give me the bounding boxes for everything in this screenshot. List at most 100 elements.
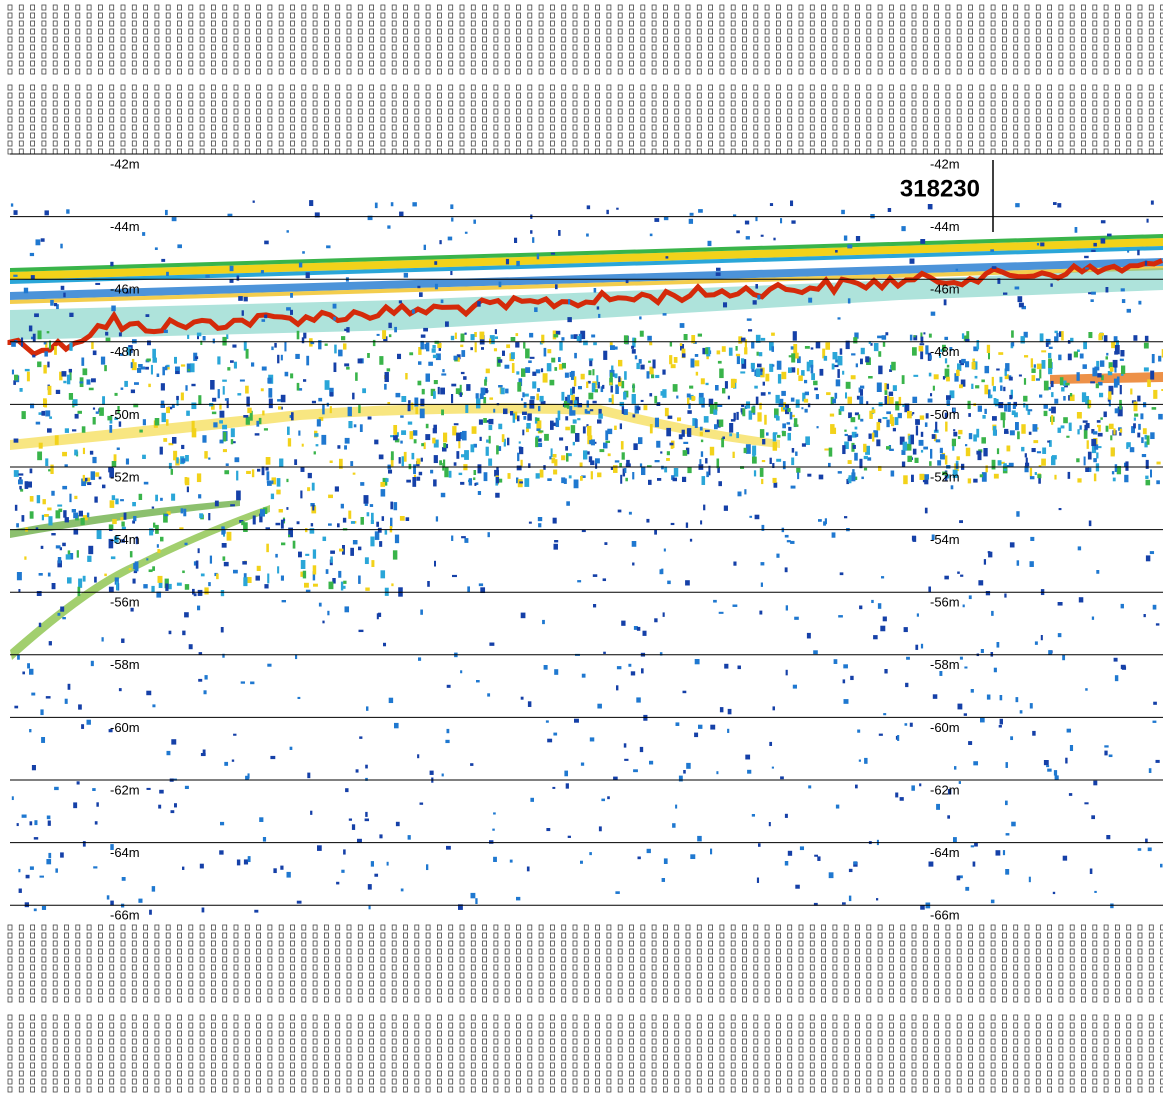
digit-glyph [911,132,917,139]
digit-glyph [1092,84,1098,91]
digit-glyph [120,68,126,75]
digit-glyph [256,1046,262,1053]
digit-glyph [527,92,533,99]
digit-glyph [448,1022,454,1029]
digit-glyph [459,1038,465,1045]
echo-speck [1092,431,1098,435]
digit-glyph [7,1054,13,1061]
digit-glyph [538,1014,544,1021]
digit-glyph [301,4,307,11]
digit-glyph [855,988,860,995]
digit-glyph [1058,36,1064,43]
digit-glyph [1047,964,1052,971]
digit-glyph [708,1078,713,1085]
digit-glyph [256,1014,262,1021]
digit-glyph [357,996,363,1003]
digit-glyph [210,36,216,43]
digit-glyph [968,964,973,971]
digit-glyph [86,100,92,107]
digit-glyph [459,124,465,131]
digit-glyph [685,932,691,939]
digit-glyph [233,60,239,67]
echo-speck [336,881,340,885]
digit-glyph [75,84,81,91]
digit-glyph [459,924,465,931]
echo-speck [351,824,356,830]
digit-glyph [538,124,544,131]
digit-glyph [696,1022,702,1029]
digit-glyph [391,108,397,115]
digit-glyph [244,132,250,139]
digit-glyph [1002,1014,1007,1021]
digit-glyph [730,1038,736,1045]
digit-glyph [1035,1078,1041,1085]
digit-glyph [493,1062,499,1069]
digit-glyph [516,964,521,971]
digit-glyph [708,60,713,67]
digit-glyph [595,36,600,43]
digit-glyph [990,1038,996,1045]
digit-glyph [177,124,182,131]
digit-glyph [1092,948,1098,955]
digit-glyph [696,84,702,91]
digit-glyph [504,60,510,67]
digit-glyph [843,980,849,987]
digit-glyph [98,932,103,939]
digit-glyph [640,20,646,27]
digit-glyph [538,148,544,155]
digit-glyph [120,1022,126,1029]
digit-glyph [866,132,872,139]
digit-glyph [369,1046,375,1053]
digit-glyph [459,956,465,963]
digit-glyph [809,1014,815,1021]
echo-speck [991,376,994,386]
digit-glyph [109,28,115,35]
digit-glyph [244,1054,250,1061]
digit-glyph [742,1022,747,1029]
digit-glyph [1002,20,1007,27]
echo-speck [1024,465,1029,473]
digit-glyph [75,12,81,19]
echo-speck [60,606,65,612]
digit-glyph [380,1054,386,1061]
digit-glyph [764,148,770,155]
digit-glyph [527,148,533,155]
digit-glyph [459,1014,465,1021]
digit-glyph [436,1078,442,1085]
echo-speck [280,519,284,529]
digit-glyph [922,1030,928,1037]
echo-band [10,505,270,660]
echo-speck [352,392,355,400]
digit-glyph [369,124,375,131]
digit-glyph [572,100,578,107]
digit-glyph [550,132,555,139]
digit-glyph [866,1046,872,1053]
digit-glyph [346,84,352,91]
echo-speck [359,736,363,739]
digit-glyph [233,12,239,19]
digit-glyph [663,60,668,67]
digit-glyph [482,1070,488,1077]
digit-glyph [436,1062,442,1069]
digit-glyph [1115,964,1120,971]
digit-glyph [1058,12,1064,19]
digit-glyph [380,1046,386,1053]
echo-speck [781,371,787,380]
digit-glyph [222,92,228,99]
digit-glyph [64,1046,69,1053]
digit-glyph [448,956,454,963]
digit-glyph [1058,116,1064,123]
digit-glyph [809,1038,815,1045]
digit-glyph [606,52,612,59]
digit-glyph [1148,1038,1154,1045]
digit-glyph [470,996,476,1003]
digit-glyph [1092,12,1098,19]
digit-glyph [18,20,24,27]
digit-glyph [742,1078,747,1085]
digit-glyph [1148,84,1154,91]
digit-glyph [663,988,668,995]
digit-glyph [1103,1030,1109,1037]
digit-glyph [663,52,668,59]
digit-glyph [414,36,420,43]
digit-glyph [561,140,567,147]
